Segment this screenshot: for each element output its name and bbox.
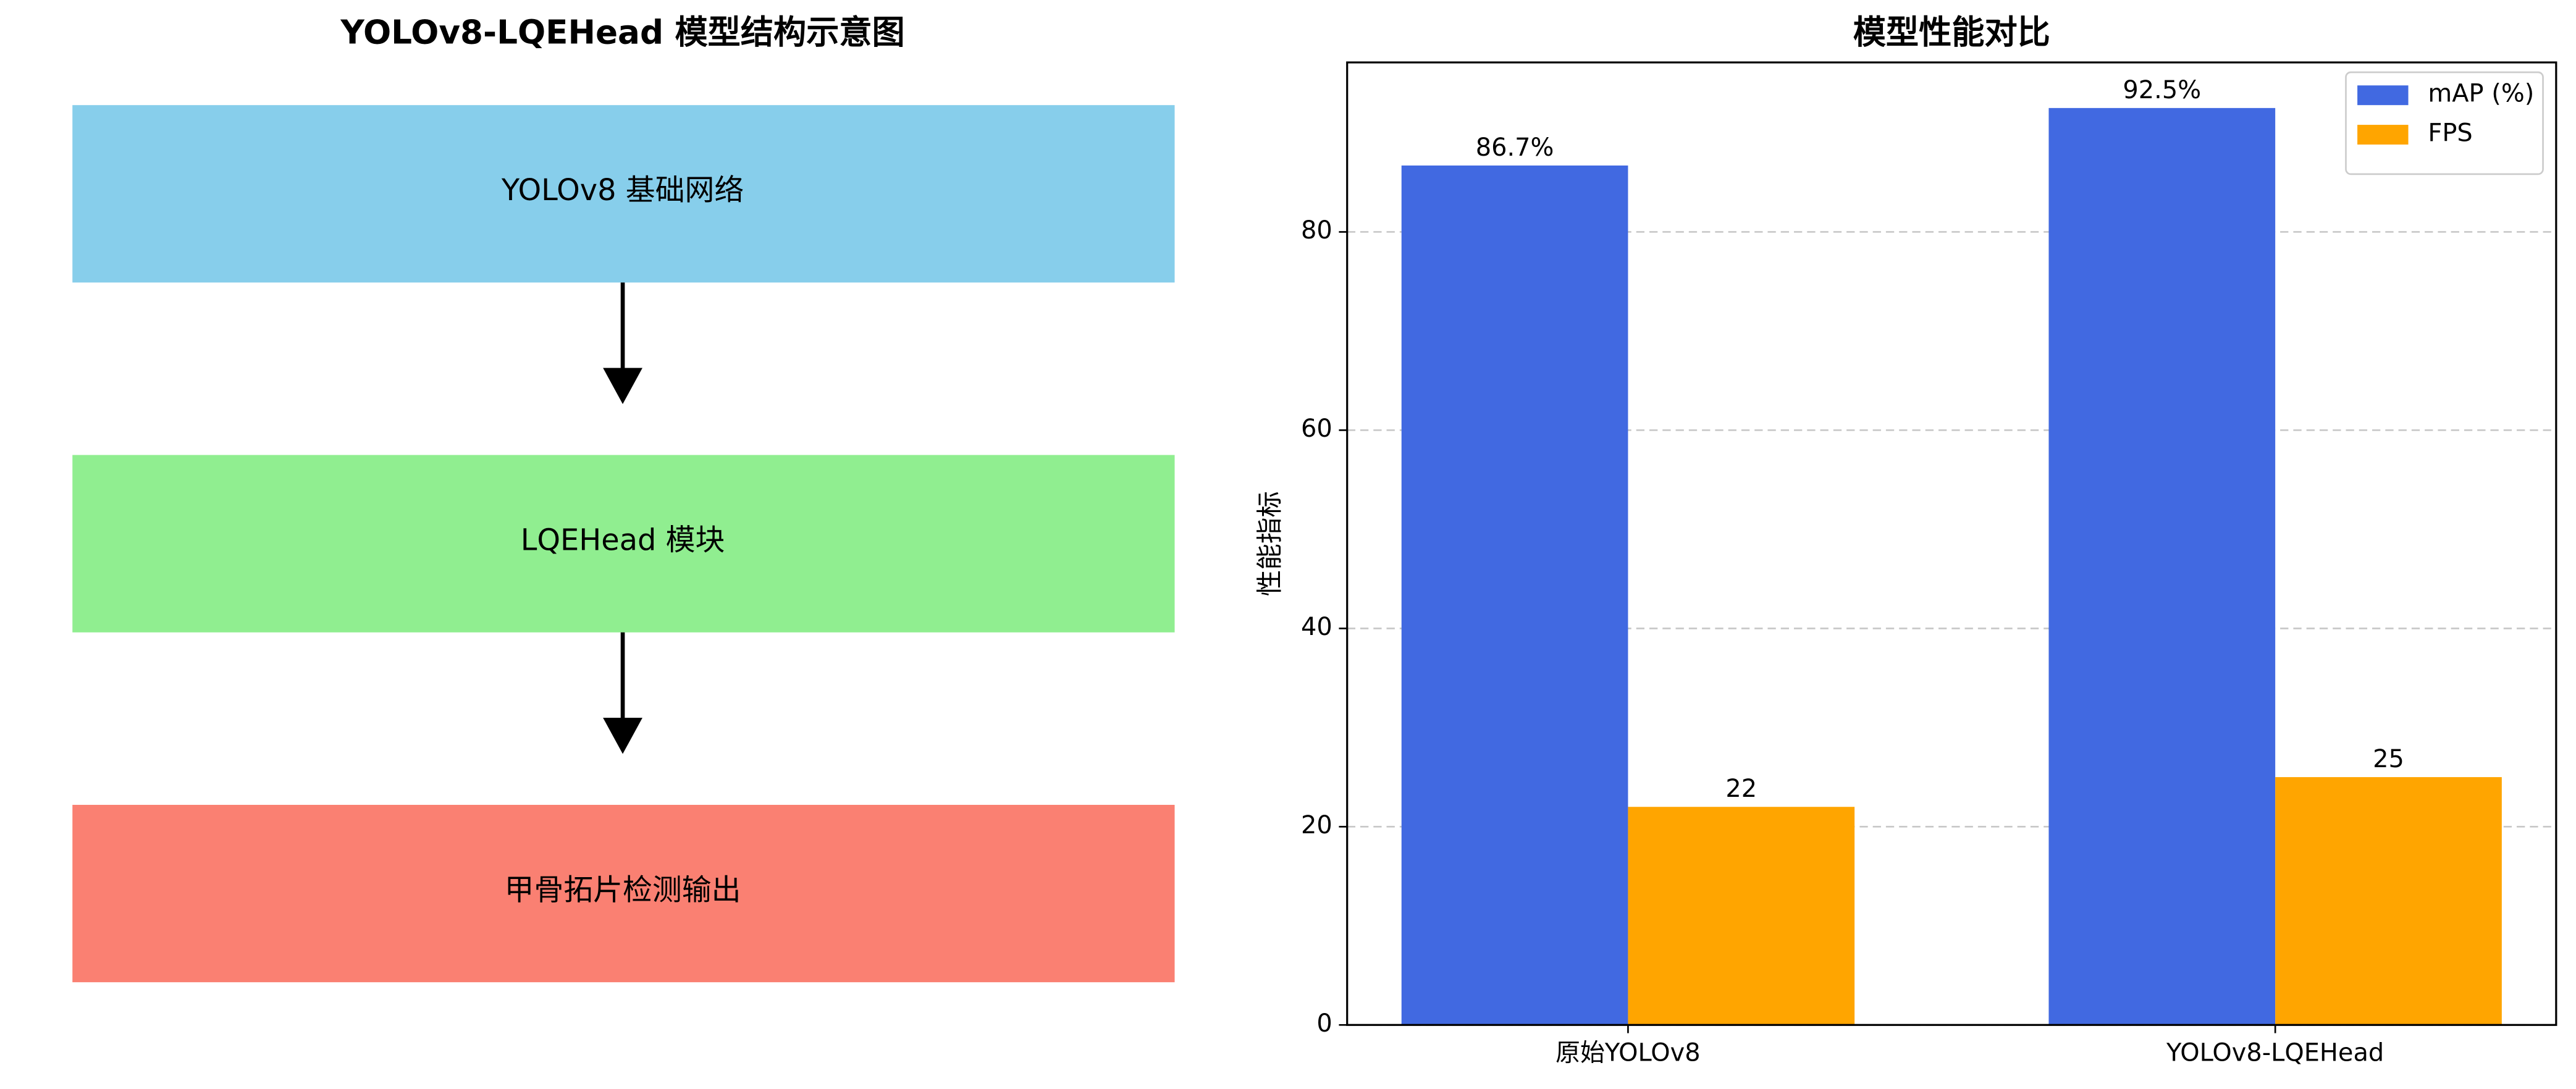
bar xyxy=(2048,107,2276,1025)
arrow-head xyxy=(603,718,642,754)
y-tick-label: 20 xyxy=(1301,811,1332,839)
legend-swatch xyxy=(2357,125,2409,145)
node-box xyxy=(72,455,1175,633)
y-tick-label: 60 xyxy=(1301,414,1332,443)
x-tick-label: 原始YOLOv8 xyxy=(1555,1039,1700,1067)
node-label: LQEHead 模块 xyxy=(521,524,725,558)
value-label: 22 xyxy=(1725,775,1757,803)
node-label: YOLOv8 基础网络 xyxy=(501,174,744,208)
bar xyxy=(1628,807,1855,1025)
y-tick-label: 0 xyxy=(1316,1009,1332,1038)
bar xyxy=(2275,777,2502,1025)
legend-label: mAP (%) xyxy=(2428,80,2534,108)
legend-swatch xyxy=(2357,85,2409,106)
value-label: 86.7% xyxy=(1476,133,1554,162)
node-box xyxy=(72,804,1175,983)
y-tick-label: 80 xyxy=(1301,216,1332,245)
value-label: 92.5% xyxy=(2123,76,2201,104)
plot-frame xyxy=(1346,61,2557,1026)
x-tick-label: YOLOv8-LQEHead xyxy=(2166,1039,2384,1067)
value-label: 25 xyxy=(2373,745,2404,773)
node-label: 甲骨拓片检测输出 xyxy=(505,873,741,907)
diagram-title: YOLOv8-LQEHead 模型结构示意图 xyxy=(340,13,904,51)
arrow-head xyxy=(603,368,642,405)
node-box xyxy=(72,105,1175,283)
y-axis-label: 性能指标 xyxy=(1255,491,1286,596)
chart-title: 模型性能对比 xyxy=(1853,13,2050,51)
legend-label: FPS xyxy=(2428,119,2472,148)
bar xyxy=(1401,165,1628,1025)
y-tick-label: 40 xyxy=(1301,613,1332,641)
